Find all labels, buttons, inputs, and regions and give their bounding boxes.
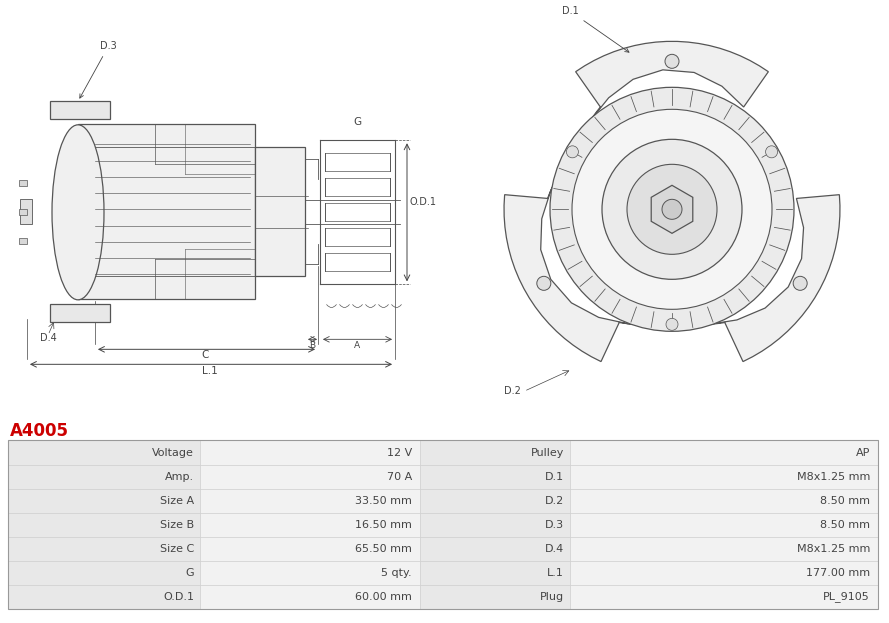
Polygon shape	[504, 41, 840, 361]
Ellipse shape	[52, 125, 104, 300]
Bar	[8, 440, 200, 465]
Text: 8.50 mm: 8.50 mm	[820, 520, 870, 530]
Bar	[420, 465, 570, 488]
Text: D.3: D.3	[80, 41, 116, 98]
Text: 60.00 mm: 60.00 mm	[355, 592, 412, 602]
Bar	[570, 561, 878, 585]
Text: Amp.: Amp.	[164, 472, 194, 482]
Text: PL_9105: PL_9105	[823, 591, 870, 602]
Bar	[420, 440, 570, 465]
Text: L.1: L.1	[547, 568, 564, 578]
Text: Size C: Size C	[160, 544, 194, 554]
Circle shape	[793, 277, 807, 290]
Bar	[200, 585, 420, 609]
Circle shape	[566, 146, 579, 158]
Text: O.D.1: O.D.1	[163, 592, 194, 602]
Bar	[255, 147, 305, 277]
Circle shape	[537, 277, 551, 290]
Bar	[200, 440, 420, 465]
Bar	[570, 488, 878, 513]
Text: D.2: D.2	[503, 386, 520, 396]
Text: Size A: Size A	[160, 496, 194, 506]
Text: 33.50 mm: 33.50 mm	[355, 496, 412, 506]
Circle shape	[627, 164, 717, 254]
Bar	[8, 513, 200, 537]
Text: A4005: A4005	[10, 422, 69, 440]
Text: C: C	[201, 350, 209, 360]
Bar	[19, 209, 27, 216]
Text: M8x1.25 mm: M8x1.25 mm	[797, 544, 870, 554]
Text: D.2: D.2	[545, 496, 564, 506]
Bar	[8, 585, 200, 609]
Bar	[420, 585, 570, 609]
Text: Pulley: Pulley	[531, 447, 564, 457]
Bar	[420, 513, 570, 537]
Text: D.1: D.1	[562, 6, 629, 52]
Text: D.4: D.4	[40, 333, 57, 343]
Text: L.1: L.1	[202, 366, 218, 376]
Polygon shape	[652, 185, 693, 234]
Bar	[8, 440, 878, 609]
Bar	[19, 239, 27, 244]
Circle shape	[572, 109, 772, 310]
Text: Size B: Size B	[160, 520, 194, 530]
Text: D.3: D.3	[545, 520, 564, 530]
Bar	[570, 537, 878, 561]
Bar	[570, 465, 878, 488]
Bar	[8, 465, 200, 488]
Circle shape	[666, 318, 678, 330]
Text: 12 V: 12 V	[387, 447, 412, 457]
Bar	[200, 561, 420, 585]
Text: 8.50 mm: 8.50 mm	[820, 496, 870, 506]
Bar	[8, 561, 200, 585]
Text: G: G	[354, 117, 362, 127]
Bar	[570, 513, 878, 537]
Bar	[200, 488, 420, 513]
Text: M8x1.25 mm: M8x1.25 mm	[797, 472, 870, 482]
Bar	[8, 488, 200, 513]
Bar	[570, 440, 878, 465]
Bar	[420, 561, 570, 585]
Bar	[8, 537, 200, 561]
Text: 5 qty.: 5 qty.	[381, 568, 412, 578]
Bar	[420, 488, 570, 513]
Text: Voltage: Voltage	[152, 447, 194, 457]
Text: B: B	[309, 341, 315, 350]
Circle shape	[550, 87, 794, 331]
Text: 16.50 mm: 16.50 mm	[355, 520, 412, 530]
Bar	[420, 537, 570, 561]
Bar	[200, 537, 420, 561]
Bar	[200, 513, 420, 537]
Circle shape	[765, 146, 778, 158]
Circle shape	[602, 140, 742, 279]
Text: 70 A: 70 A	[387, 472, 412, 482]
Bar	[570, 585, 878, 609]
Text: D.1: D.1	[545, 472, 564, 482]
Bar	[50, 102, 110, 120]
Bar	[320, 140, 395, 284]
Text: 65.50 mm: 65.50 mm	[355, 544, 412, 554]
Text: 177.00 mm: 177.00 mm	[805, 568, 870, 578]
Text: Plug: Plug	[540, 592, 564, 602]
Circle shape	[662, 199, 682, 219]
Circle shape	[665, 54, 679, 69]
Text: G: G	[186, 568, 194, 578]
Bar	[50, 304, 110, 322]
Text: D.4: D.4	[545, 544, 564, 554]
Bar	[78, 125, 255, 299]
Bar	[200, 465, 420, 488]
Text: A: A	[354, 341, 360, 350]
Bar	[20, 199, 32, 224]
Bar	[19, 180, 27, 186]
Text: O.D.1: O.D.1	[410, 197, 437, 207]
Text: AP: AP	[855, 447, 870, 457]
